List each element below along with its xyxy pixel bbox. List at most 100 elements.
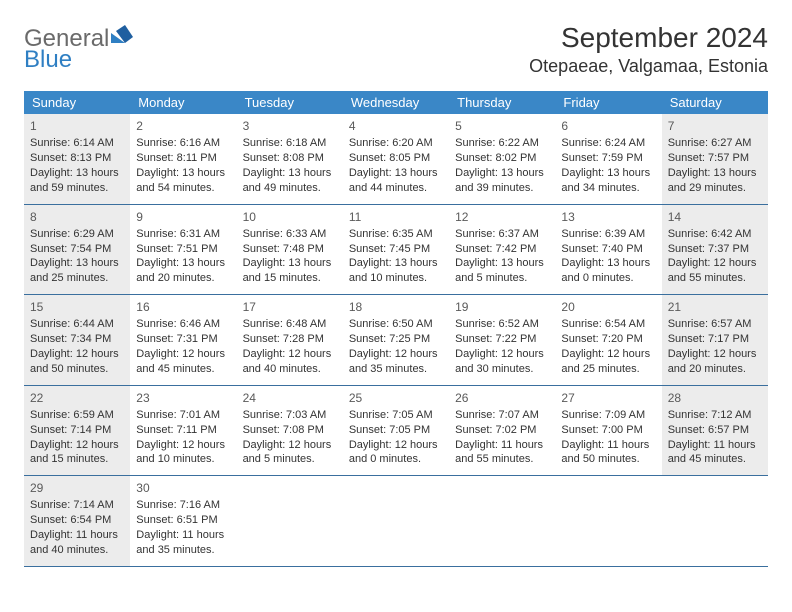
daylight-line: Daylight: 12 hours and 45 minutes. <box>136 347 230 377</box>
day-number: 14 <box>668 209 762 225</box>
sunset-line: Sunset: 7:25 PM <box>349 332 443 347</box>
sunrise-line: Sunrise: 6:59 AM <box>30 408 124 423</box>
week-row: 8Sunrise: 6:29 AMSunset: 7:54 PMDaylight… <box>24 205 768 296</box>
day-cell: 18 Sunrise: 6:50 AMSunset: 7:25 PMDayligh… <box>343 295 449 385</box>
day-number: 9 <box>136 209 230 225</box>
sunrise-line: Sunrise: 6:39 AM <box>561 227 655 242</box>
sunrise-line: Sunrise: 6:18 AM <box>243 136 337 151</box>
day-cell: 1Sunrise: 6:14 AMSunset: 8:13 PMDaylight… <box>24 114 130 204</box>
sunset-line: Sunset: 6:51 PM <box>136 513 230 528</box>
daylight-line: Daylight: 13 hours and 10 minutes. <box>349 256 443 286</box>
day-header: Friday <box>555 91 661 114</box>
sunset-line: Sunset: 7:34 PM <box>30 332 124 347</box>
daylight-line: Daylight: 12 hours and 20 minutes. <box>668 347 762 377</box>
day-number: 3 <box>243 118 337 134</box>
day-header: Thursday <box>449 91 555 114</box>
sunset-line: Sunset: 7:22 PM <box>455 332 549 347</box>
logo-mark-icon <box>111 22 133 50</box>
sunset-line: Sunset: 7:59 PM <box>561 151 655 166</box>
day-cell: 13 Sunrise: 6:39 AMSunset: 7:40 PMDayligh… <box>555 205 661 295</box>
day-header: Monday <box>130 91 236 114</box>
day-cell: 22Sunrise: 6:59 AMSunset: 7:14 PMDayligh… <box>24 386 130 476</box>
sunrise-line: Sunrise: 7:07 AM <box>455 408 549 423</box>
day-cell: 28Sunrise: 7:12 AMSunset: 6:57 PMDayligh… <box>662 386 768 476</box>
daylight-line: Daylight: 13 hours and 29 minutes. <box>668 166 762 196</box>
daylight-line: Daylight: 13 hours and 0 minutes. <box>561 256 655 286</box>
day-number: 18 <box>349 299 443 315</box>
day-number: 13 <box>561 209 655 225</box>
page-title: September 2024 <box>529 22 768 54</box>
sunset-line: Sunset: 7:51 PM <box>136 242 230 257</box>
sunrise-line: Sunrise: 6:37 AM <box>455 227 549 242</box>
daylight-line: Daylight: 13 hours and 44 minutes. <box>349 166 443 196</box>
day-cell <box>237 476 343 566</box>
sunset-line: Sunset: 7:00 PM <box>561 423 655 438</box>
weeks-container: 1Sunrise: 6:14 AMSunset: 8:13 PMDaylight… <box>24 114 768 567</box>
day-cell <box>449 476 555 566</box>
daylight-line: Daylight: 12 hours and 10 minutes. <box>136 438 230 468</box>
day-cell: 11Sunrise: 6:35 AMSunset: 7:45 PMDayligh… <box>343 205 449 295</box>
sunrise-line: Sunrise: 6:50 AM <box>349 317 443 332</box>
sunset-line: Sunset: 7:31 PM <box>136 332 230 347</box>
day-cell: 30Sunrise: 7:16 AMSunset: 6:51 PMDayligh… <box>130 476 236 566</box>
daylight-line: Daylight: 12 hours and 25 minutes. <box>561 347 655 377</box>
day-number: 20 <box>561 299 655 315</box>
day-cell: 8Sunrise: 6:29 AMSunset: 7:54 PMDaylight… <box>24 205 130 295</box>
day-number: 29 <box>30 480 124 496</box>
day-header: Wednesday <box>343 91 449 114</box>
sunset-line: Sunset: 7:54 PM <box>30 242 124 257</box>
day-number: 8 <box>30 209 124 225</box>
day-number: 10 <box>243 209 337 225</box>
day-cell: 7Sunrise: 6:27 AMSunset: 7:57 PMDaylight… <box>662 114 768 204</box>
sunrise-line: Sunrise: 6:57 AM <box>668 317 762 332</box>
day-cell: 20Sunrise: 6:54 AMSunset: 7:20 PMDayligh… <box>555 295 661 385</box>
logo-text-blue: Blue <box>24 46 72 74</box>
sunset-line: Sunset: 7:05 PM <box>349 423 443 438</box>
day-cell: 14Sunrise: 6:42 AMSunset: 7:37 PMDayligh… <box>662 205 768 295</box>
day-cell: 25Sunrise: 7:05 AMSunset: 7:05 PMDayligh… <box>343 386 449 476</box>
day-number: 27 <box>561 390 655 406</box>
calendar: SundayMondayTuesdayWednesdayThursdayFrid… <box>24 91 768 567</box>
sunset-line: Sunset: 8:02 PM <box>455 151 549 166</box>
sunset-line: Sunset: 7:40 PM <box>561 242 655 257</box>
day-cell: 19Sunrise: 6:52 AMSunset: 7:22 PMDayligh… <box>449 295 555 385</box>
daylight-line: Daylight: 12 hours and 40 minutes. <box>243 347 337 377</box>
sunset-line: Sunset: 7:48 PM <box>243 242 337 257</box>
week-row: 29Sunrise: 7:14 AMSunset: 6:54 PMDayligh… <box>24 476 768 567</box>
day-cell: 3Sunrise: 6:18 AMSunset: 8:08 PMDaylight… <box>237 114 343 204</box>
daylight-line: Daylight: 12 hours and 0 minutes. <box>349 438 443 468</box>
sunrise-line: Sunrise: 6:22 AM <box>455 136 549 151</box>
day-cell: 15Sunrise: 6:44 AMSunset: 7:34 PMDayligh… <box>24 295 130 385</box>
sunset-line: Sunset: 8:11 PM <box>136 151 230 166</box>
day-number: 5 <box>455 118 549 134</box>
sunset-line: Sunset: 7:02 PM <box>455 423 549 438</box>
week-row: 22Sunrise: 6:59 AMSunset: 7:14 PMDayligh… <box>24 386 768 477</box>
daylight-line: Daylight: 11 hours and 45 minutes. <box>668 438 762 468</box>
daylight-line: Daylight: 13 hours and 49 minutes. <box>243 166 337 196</box>
daylight-line: Daylight: 11 hours and 50 minutes. <box>561 438 655 468</box>
day-number: 17 <box>243 299 337 315</box>
sunrise-line: Sunrise: 6:24 AM <box>561 136 655 151</box>
daylight-line: Daylight: 13 hours and 54 minutes. <box>136 166 230 196</box>
sunrise-line: Sunrise: 7:03 AM <box>243 408 337 423</box>
daylight-line: Daylight: 11 hours and 35 minutes. <box>136 528 230 558</box>
day-number: 7 <box>668 118 762 134</box>
sunrise-line: Sunrise: 7:12 AM <box>668 408 762 423</box>
sunrise-line: Sunrise: 6:54 AM <box>561 317 655 332</box>
daylight-line: Daylight: 12 hours and 15 minutes. <box>30 438 124 468</box>
sunset-line: Sunset: 6:57 PM <box>668 423 762 438</box>
sunrise-line: Sunrise: 6:16 AM <box>136 136 230 151</box>
sunset-line: Sunset: 7:08 PM <box>243 423 337 438</box>
day-cell: 12Sunrise: 6:37 AMSunset: 7:42 PMDayligh… <box>449 205 555 295</box>
daylight-line: Daylight: 12 hours and 5 minutes. <box>243 438 337 468</box>
day-cell: 16Sunrise: 6:46 AMSunset: 7:31 PMDayligh… <box>130 295 236 385</box>
sunset-line: Sunset: 7:28 PM <box>243 332 337 347</box>
daylight-line: Daylight: 12 hours and 35 minutes. <box>349 347 443 377</box>
day-number: 2 <box>136 118 230 134</box>
day-cell: 26Sunrise: 7:07 AMSunset: 7:02 PMDayligh… <box>449 386 555 476</box>
day-header: Tuesday <box>237 91 343 114</box>
sunrise-line: Sunrise: 7:09 AM <box>561 408 655 423</box>
sunrise-line: Sunrise: 6:20 AM <box>349 136 443 151</box>
day-header: Sunday <box>24 91 130 114</box>
daylight-line: Daylight: 11 hours and 55 minutes. <box>455 438 549 468</box>
